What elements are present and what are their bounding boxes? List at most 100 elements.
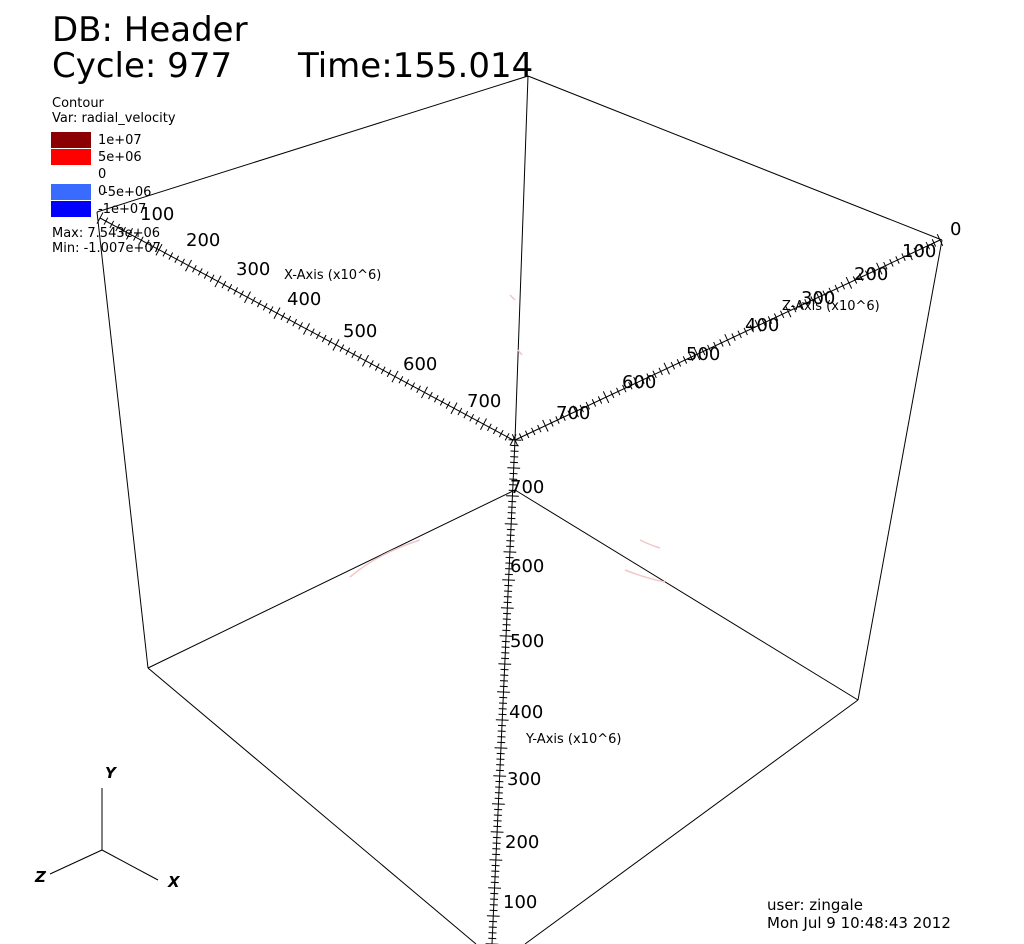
axis-tick bbox=[493, 775, 507, 777]
axis-tick bbox=[503, 551, 517, 553]
axis-tick bbox=[828, 287, 833, 296]
x-tick-label: 500 bbox=[343, 321, 378, 342]
axis-tick bbox=[713, 341, 718, 350]
axis-tick bbox=[810, 296, 815, 304]
axis-tick bbox=[121, 226, 126, 235]
axis-tick bbox=[162, 249, 168, 257]
axis-tick bbox=[761, 319, 767, 327]
axis-tick bbox=[233, 287, 239, 295]
axis-tick bbox=[273, 307, 281, 320]
axis-tick bbox=[518, 433, 524, 441]
axis-tick bbox=[633, 376, 640, 389]
axis-tick bbox=[913, 247, 918, 256]
axis-tick bbox=[463, 410, 469, 419]
axis-tick bbox=[499, 635, 513, 637]
axis-tick bbox=[507, 467, 521, 469]
axis-tick bbox=[180, 258, 185, 267]
axis-tick bbox=[579, 404, 584, 413]
axis-tick bbox=[203, 271, 209, 279]
axis-tick bbox=[628, 381, 633, 390]
legend-plot-type: Contour bbox=[52, 96, 104, 111]
contour-features bbox=[349, 294, 666, 583]
x-tick-label: 600 bbox=[403, 354, 438, 375]
axis-tick bbox=[883, 261, 888, 270]
y-axis bbox=[485, 439, 522, 944]
axis-tick bbox=[386, 369, 392, 378]
axis-tick bbox=[404, 379, 410, 387]
legend-level-label: 5e+06 bbox=[98, 150, 142, 165]
y-tick-label: 200 bbox=[505, 832, 540, 853]
axis-tick bbox=[670, 361, 676, 370]
axis-tick bbox=[298, 322, 303, 330]
axis-tick bbox=[262, 303, 268, 311]
axis-tick bbox=[292, 318, 298, 327]
contour-feature bbox=[509, 294, 516, 301]
axis-tick bbox=[416, 385, 421, 394]
axis-tick bbox=[486, 915, 500, 917]
box-edge bbox=[514, 75, 529, 441]
y-tick-label: 600 bbox=[510, 556, 545, 577]
axis-tick bbox=[658, 367, 663, 376]
x-tick-label: 100 bbox=[140, 204, 175, 225]
axis-tick bbox=[936, 233, 944, 247]
axis-tick bbox=[310, 328, 315, 336]
box-edge bbox=[147, 667, 477, 944]
axis-tick bbox=[492, 426, 498, 435]
axis-tick bbox=[369, 360, 374, 368]
axis-tick bbox=[268, 306, 274, 314]
axis-tick bbox=[115, 223, 121, 232]
axis-tick bbox=[185, 259, 192, 272]
axis-tick bbox=[895, 256, 900, 264]
box-edge bbox=[147, 489, 516, 669]
axis-tick bbox=[652, 370, 657, 379]
axis-tick bbox=[488, 887, 501, 889]
axis-tick bbox=[504, 433, 510, 441]
legend-max: Max: 7.543e+06 bbox=[52, 226, 161, 241]
axis-tick bbox=[906, 248, 913, 261]
axis-tick bbox=[498, 663, 512, 665]
axis-tick bbox=[498, 429, 504, 438]
axis-tick bbox=[439, 398, 445, 406]
legend-swatch-neg5e6 bbox=[51, 184, 91, 200]
axis-tick bbox=[457, 407, 463, 416]
contour-feature bbox=[639, 539, 661, 549]
axis-tick bbox=[421, 386, 428, 399]
axis-tick bbox=[682, 356, 688, 364]
axis-tick bbox=[798, 301, 803, 310]
axis-tick bbox=[126, 227, 133, 240]
z-tick-label: 600 bbox=[622, 372, 657, 393]
box-edge bbox=[524, 699, 859, 944]
axis-tick bbox=[622, 384, 627, 393]
footer-user: user: zingale bbox=[767, 896, 863, 914]
axis-tick bbox=[138, 236, 144, 244]
legend-level-label: -1e+07 bbox=[98, 202, 147, 217]
axis-tick bbox=[585, 401, 591, 410]
axis-tick bbox=[491, 803, 505, 805]
triad-x-label: X bbox=[168, 873, 180, 891]
axis-tick bbox=[144, 239, 150, 248]
axis-tick bbox=[602, 391, 610, 404]
axis-tick bbox=[445, 401, 451, 409]
axis-tick bbox=[754, 319, 762, 332]
axis-tick bbox=[244, 291, 251, 304]
z-tick-label: 0 bbox=[950, 219, 962, 240]
bounding-box bbox=[96, 75, 943, 944]
axis-tick bbox=[489, 859, 503, 861]
axis-tick bbox=[815, 291, 822, 304]
axis-tick bbox=[840, 281, 846, 290]
axis-tick bbox=[597, 396, 603, 404]
axis-tick bbox=[497, 691, 510, 693]
axis-triad bbox=[49, 788, 159, 881]
axis-tick bbox=[174, 255, 180, 263]
axis-tick bbox=[524, 430, 530, 439]
axis-tick bbox=[345, 347, 351, 355]
contour-feature bbox=[517, 349, 523, 356]
z-tick-label: 300 bbox=[801, 288, 836, 309]
axis-tick bbox=[864, 270, 870, 279]
axis-tick bbox=[804, 299, 809, 307]
axis-tick bbox=[495, 719, 509, 721]
axis-tick bbox=[858, 273, 864, 281]
axis-tick bbox=[567, 410, 572, 419]
legend-swatch-neg1e7 bbox=[51, 201, 91, 217]
axis-tick bbox=[256, 299, 262, 308]
